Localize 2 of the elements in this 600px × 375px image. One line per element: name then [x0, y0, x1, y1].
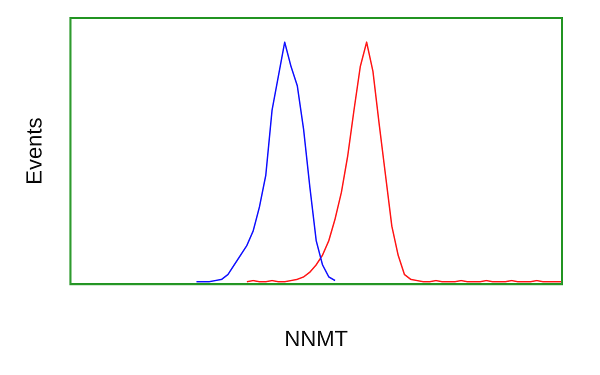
x-axis-title: NNMT	[284, 326, 348, 351]
y-axis-title: Events	[21, 117, 46, 185]
